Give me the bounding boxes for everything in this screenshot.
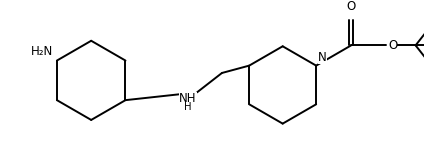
Text: O: O [347, 0, 356, 13]
Text: N: N [318, 51, 327, 64]
Text: O: O [388, 39, 397, 52]
Text: H₂N: H₂N [31, 45, 53, 58]
Text: NH: NH [179, 92, 197, 105]
Text: H: H [184, 102, 192, 112]
